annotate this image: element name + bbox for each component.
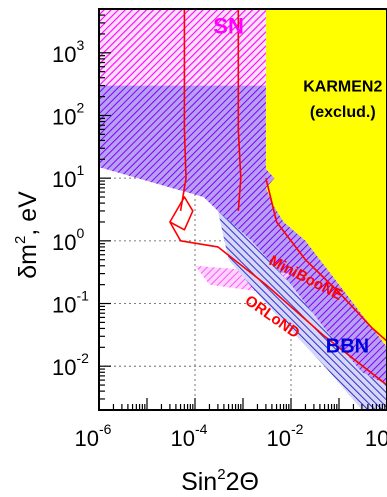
y-tick-base: 10 — [52, 42, 76, 67]
axis-ticks — [98, 8, 387, 411]
annotation-label: BBN — [326, 336, 369, 358]
curve-orland — [169, 196, 387, 386]
annotation-label: SN — [213, 14, 244, 39]
y-tick-exponent: 1 — [76, 162, 84, 178]
y-tick-exponent: -1 — [76, 288, 89, 304]
y-tick-label: 100 — [52, 225, 84, 255]
curve-sn-right — [237, 9, 242, 211]
x-tick-base: 10 — [171, 426, 195, 451]
curve-sn-left — [179, 9, 187, 212]
x-tick-base: 10 — [267, 426, 291, 451]
x-tick-exponent: -4 — [195, 421, 208, 437]
y-tick-label: 10-2 — [52, 350, 89, 380]
y-axis-label-part: , eV — [14, 191, 42, 236]
y-tick-label: 103 — [52, 37, 84, 67]
x-axis-label-part: 2Θ — [226, 468, 259, 496]
y-tick-label: 10-1 — [52, 288, 89, 318]
x-tick-label: 10-2 — [267, 421, 304, 451]
x-tick-base: 10 — [365, 426, 387, 451]
y-tick-exponent: 0 — [76, 225, 84, 241]
region-karmen2 — [265, 9, 387, 348]
x-tick-label: 10-6 — [75, 421, 112, 451]
region-bbn — [217, 210, 387, 410]
curve-miniboone — [265, 178, 387, 342]
y-axis-label-superscript: 2 — [12, 236, 29, 244]
y-tick-base: 10 — [52, 230, 76, 255]
x-axis-label-superscript: 2 — [217, 466, 225, 483]
x-tick-exponent: -6 — [99, 421, 112, 437]
x-tick-exponent: -2 — [291, 421, 304, 437]
y-tick-base: 10 — [52, 355, 76, 380]
x-tick-label: 100 — [365, 421, 387, 451]
x-tick-labels: 10-610-410-2100 — [75, 421, 387, 451]
region-miniboone — [99, 85, 387, 386]
curves — [169, 9, 387, 386]
x-axis-label-part: Sin — [181, 468, 217, 496]
y-tick-base: 10 — [52, 167, 76, 192]
y-tick-label: 101 — [52, 162, 84, 192]
y-axis-label-part: δm — [14, 244, 42, 279]
y-tick-exponent: 3 — [76, 37, 84, 53]
y-tick-exponent: 2 — [76, 99, 84, 115]
x-axis-label: Sin22Θ — [181, 466, 259, 496]
y-axis-label: δm2, eV — [12, 191, 42, 279]
x-tick-label: 10-4 — [171, 421, 208, 451]
annotation-label: KARMEN2 — [303, 79, 382, 96]
x-tick-base: 10 — [75, 426, 99, 451]
y-tick-base: 10 — [52, 293, 76, 318]
annotation-label: (exclud.) — [310, 104, 376, 121]
y-tick-base: 10 — [52, 104, 76, 129]
y-tick-exponent: -2 — [76, 350, 89, 366]
y-tick-label: 102 — [52, 99, 84, 129]
